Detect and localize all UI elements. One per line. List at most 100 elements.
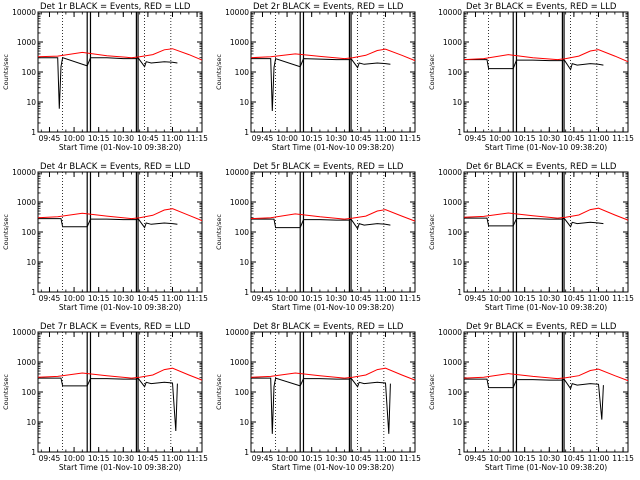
y-tick-label: 10000 <box>225 168 249 177</box>
panel-title: Det 1r BLACK = Events, RED = LLD <box>40 2 191 12</box>
y-axis-label: Counts/sec <box>215 214 223 250</box>
x-tick-label: 10:30 <box>112 454 134 463</box>
y-tick-label: 1000 <box>443 38 462 47</box>
x-tick-label: 10:15 <box>514 134 536 143</box>
y-axis-label: Counts/sec <box>2 54 10 90</box>
panel-title: Det 9r BLACK = Events, RED = LLD <box>466 322 617 332</box>
x-tick-label: 10:15 <box>301 454 323 463</box>
x-tick-label: 11:00 <box>162 294 184 303</box>
y-tick-label: 1 <box>31 288 36 297</box>
y-tick-label: 1 <box>244 128 249 137</box>
lld-series-line <box>250 367 416 381</box>
x-tick-label: 09:45 <box>39 134 61 143</box>
y-tick-label: 10000 <box>438 328 462 337</box>
x-tick-label: 10:15 <box>301 294 323 303</box>
x-tick-label: 11:15 <box>399 454 421 463</box>
y-tick-label: 1000 <box>17 198 36 207</box>
y-axis-label: Counts/sec <box>428 374 436 410</box>
lld-series-line <box>250 48 416 62</box>
x-tick-label: 10:30 <box>325 454 347 463</box>
x-tick-label: 11:15 <box>612 134 634 143</box>
x-tick-label: 10:15 <box>514 454 536 463</box>
x-tick-label: 11:15 <box>186 294 208 303</box>
x-tick-label: 10:00 <box>276 454 298 463</box>
x-tick-label: 11:15 <box>399 134 421 143</box>
y-tick-label: 10 <box>452 98 462 107</box>
y-tick-label: 100 <box>22 68 37 77</box>
panel-title: Det 5r BLACK = Events, RED = LLD <box>253 162 404 172</box>
x-tick-label: 10:45 <box>137 294 159 303</box>
x-tick-label: 10:00 <box>489 294 511 303</box>
y-tick-label: 10000 <box>438 8 462 17</box>
x-tick-label: 11:00 <box>162 134 184 143</box>
x-tick-label: 10:30 <box>538 294 560 303</box>
events-series-line <box>464 58 604 71</box>
y-axis-label: Counts/sec <box>2 214 10 250</box>
x-tick-label: 11:15 <box>399 294 421 303</box>
y-tick-label: 10 <box>452 418 462 427</box>
x-axis-label: Start Time (01-Nov-10 09:38:20) <box>59 463 181 472</box>
y-tick-label: 1000 <box>443 198 462 207</box>
x-tick-label: 11:15 <box>612 294 634 303</box>
y-tick-label: 1 <box>31 448 36 457</box>
x-tick-label: 10:45 <box>350 294 372 303</box>
y-tick-label: 10000 <box>225 8 249 17</box>
x-tick-label: 10:15 <box>514 294 536 303</box>
x-tick-label: 10:30 <box>112 294 134 303</box>
panel-det-9: Det 9r BLACK = Events, RED = LLD 1 10 100 10… <box>428 322 634 472</box>
x-tick-label: 10:45 <box>350 134 372 143</box>
panel-det-6: Det 6r BLACK = Events, RED = LLD 1 10 100 10… <box>428 162 634 312</box>
panel-det-8: Det 8r BLACK = Events, RED = LLD 1 10 100 10… <box>215 322 421 472</box>
y-tick-label: 1 <box>244 288 249 297</box>
x-tick-label: 10:15 <box>88 454 110 463</box>
events-series-line <box>251 218 391 230</box>
panel-title: Det 4r BLACK = Events, RED = LLD <box>40 162 191 172</box>
lld-series-line <box>463 49 629 63</box>
y-tick-label: 10 <box>26 258 36 267</box>
y-tick-label: 10000 <box>438 168 462 177</box>
events-series-line <box>464 217 604 228</box>
x-tick-label: 10:00 <box>63 134 85 143</box>
events-series-line <box>251 57 391 112</box>
y-tick-label: 10000 <box>12 328 36 337</box>
lld-series-line <box>463 368 629 382</box>
x-tick-label: 10:30 <box>112 134 134 143</box>
x-tick-label: 11:15 <box>186 134 208 143</box>
lld-series-line <box>250 209 416 222</box>
y-tick-label: 10 <box>452 258 462 267</box>
y-tick-label: 10 <box>239 418 249 427</box>
panel-det-3: Det 3r BLACK = Events, RED = LLD 1 10 100 10… <box>428 2 634 152</box>
y-tick-label: 100 <box>448 228 463 237</box>
x-tick-label: 10:00 <box>489 454 511 463</box>
lld-series-line <box>37 48 203 61</box>
x-axis-label: Start Time (01-Nov-10 09:38:20) <box>485 463 607 472</box>
x-tick-label: 10:45 <box>563 454 585 463</box>
y-tick-label: 1 <box>244 448 249 457</box>
x-tick-label: 09:45 <box>252 134 274 143</box>
y-tick-label: 10000 <box>225 328 249 337</box>
x-tick-label: 11:15 <box>186 454 208 463</box>
y-tick-label: 1 <box>31 128 36 137</box>
panel-title: Det 6r BLACK = Events, RED = LLD <box>466 162 617 172</box>
x-tick-label: 09:45 <box>252 294 274 303</box>
x-tick-label: 10:45 <box>563 134 585 143</box>
lld-series-line <box>37 367 203 381</box>
x-tick-label: 11:00 <box>162 454 184 463</box>
x-tick-label: 09:45 <box>39 294 61 303</box>
x-tick-label: 10:15 <box>88 294 110 303</box>
y-tick-label: 1000 <box>443 358 462 367</box>
y-tick-label: 100 <box>22 388 37 397</box>
panel-det-5: Det 5r BLACK = Events, RED = LLD 1 10 100 10… <box>215 162 421 312</box>
y-tick-label: 1 <box>457 128 462 137</box>
x-tick-label: 10:15 <box>88 134 110 143</box>
y-tick-label: 100 <box>235 388 250 397</box>
y-tick-label: 1000 <box>230 38 249 47</box>
x-axis-label: Start Time (01-Nov-10 09:38:20) <box>272 303 394 312</box>
x-tick-label: 10:30 <box>538 134 560 143</box>
x-tick-label: 09:45 <box>39 454 61 463</box>
x-tick-label: 11:00 <box>588 134 610 143</box>
y-tick-label: 10 <box>26 98 36 107</box>
y-axis-label: Counts/sec <box>428 214 436 250</box>
y-tick-label: 100 <box>448 388 463 397</box>
